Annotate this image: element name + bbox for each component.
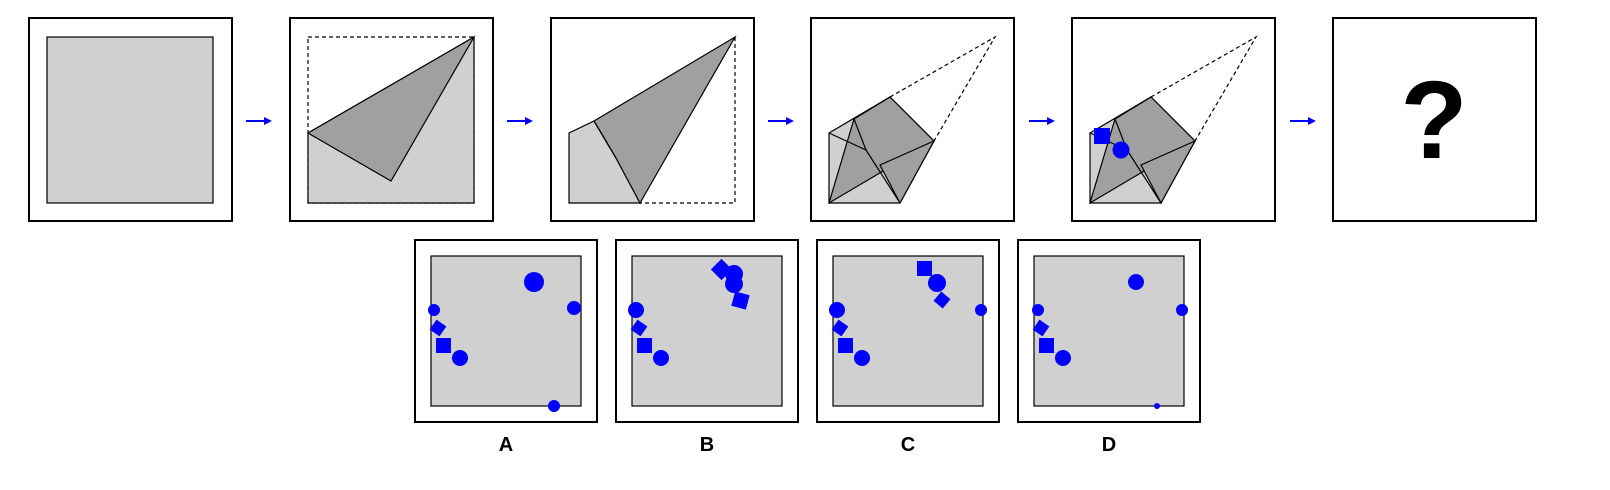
step-2-panel xyxy=(289,17,494,222)
circle-hole xyxy=(567,301,581,315)
square-hole xyxy=(1094,128,1110,144)
circle-hole xyxy=(1128,274,1144,290)
circle-hole xyxy=(928,274,946,292)
square-hole xyxy=(917,261,932,276)
arrow-5 xyxy=(1290,117,1316,125)
square-hole xyxy=(436,338,451,353)
arrow-1 xyxy=(246,117,272,125)
folded-flap-lower xyxy=(879,139,936,205)
folded-flap-lower xyxy=(1140,139,1197,205)
paper-sheet xyxy=(631,255,783,407)
arrow-2 xyxy=(507,117,533,125)
step-5-panel xyxy=(1071,17,1276,222)
option-d[interactable]: D xyxy=(1017,239,1201,456)
circle-hole xyxy=(548,400,560,412)
paper-sheet xyxy=(1033,255,1185,407)
square-hole xyxy=(637,338,652,353)
original-outline-dashed xyxy=(889,35,997,142)
circle-hole xyxy=(1032,304,1044,316)
circle-hole xyxy=(829,302,845,318)
square-hole xyxy=(630,319,648,337)
circle-hole xyxy=(975,304,987,316)
option-label: B xyxy=(700,434,714,456)
step-3-panel xyxy=(550,17,755,222)
square-hole xyxy=(838,338,853,353)
square-hole xyxy=(731,291,750,310)
paper-sheet xyxy=(430,255,582,407)
square-hole xyxy=(1032,319,1050,337)
step-4-panel xyxy=(810,17,1015,222)
circle-hole xyxy=(428,304,440,316)
circle-hole xyxy=(452,350,468,366)
folded-flap xyxy=(306,35,476,182)
option-label: A xyxy=(499,434,513,456)
circle-hole xyxy=(854,350,870,366)
step-1-panel xyxy=(28,17,233,222)
circle-hole xyxy=(628,302,644,318)
circle-hole xyxy=(1176,304,1188,316)
circle-hole xyxy=(725,275,743,293)
question-mark: ? xyxy=(1400,59,1467,182)
paper-sheet xyxy=(832,255,984,407)
option-c[interactable]: C xyxy=(816,239,1000,456)
panel-frame xyxy=(1332,17,1537,222)
square-hole xyxy=(1039,338,1054,353)
original-outline-dashed xyxy=(1150,35,1258,142)
question-panel: ? xyxy=(1332,17,1537,222)
square-hole xyxy=(933,291,951,309)
arrow-4 xyxy=(1029,117,1055,125)
square-hole xyxy=(429,319,447,337)
circle-hole xyxy=(1055,350,1071,366)
circle-hole xyxy=(524,272,544,292)
paper-sheet xyxy=(46,36,214,204)
option-a[interactable]: A xyxy=(414,239,598,456)
arrow-3 xyxy=(768,117,794,125)
option-b[interactable]: B xyxy=(615,239,799,456)
square-hole xyxy=(831,319,849,337)
option-label: C xyxy=(901,434,915,456)
circle-hole xyxy=(1112,141,1130,159)
circle-hole xyxy=(1154,403,1160,409)
circle-hole xyxy=(653,350,669,366)
option-label: D xyxy=(1102,434,1116,456)
